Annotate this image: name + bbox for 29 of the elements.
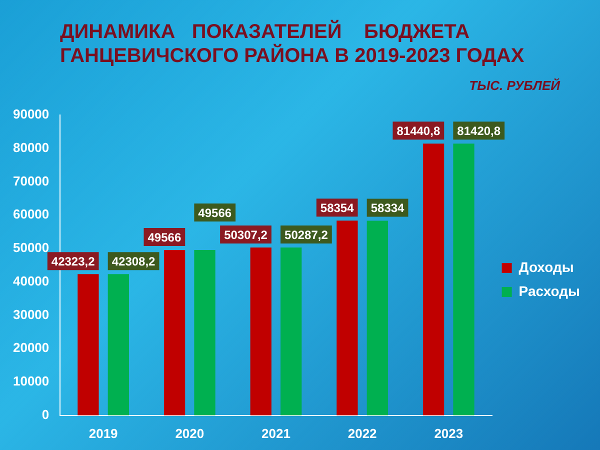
y-tick-label: 70000 [12, 173, 50, 188]
y-tick-label: 50000 [12, 240, 50, 256]
y-tick-label: 30000 [12, 306, 50, 322]
y-tick-label: 0 [42, 406, 50, 422]
x-tick-label: 2020 [175, 426, 204, 441]
y-tick-label: 90000 [12, 106, 50, 122]
data-label: 49566 [148, 230, 182, 244]
legend-label: Доходы [518, 258, 574, 275]
x-tick-label: 2022 [348, 426, 377, 441]
y-tick-label: 20000 [12, 340, 50, 356]
y-tick-label: 10000 [12, 374, 50, 389]
legend-label: Расходы [518, 282, 580, 299]
data-label: 49566 [198, 206, 232, 220]
chart-title: ДИНАМИКА ПОКАЗАТЕЛЕЙ БЮДЖЕТА ГАНЦЕВИЧСКОГО РАЙОНА В 2019-2023 ГОДАХ [60, 20, 526, 68]
x-tick-label: 2023 [434, 426, 464, 441]
data-label: 42308,2 [112, 254, 156, 268]
data-label: 50307,2 [224, 228, 268, 242]
chart-subtitle: ТЫС. РУБЛЕЙ [469, 78, 560, 93]
x-tick-label: 2021 [262, 426, 290, 441]
data-label: 42323,2 [51, 254, 96, 268]
y-tick-label: 40000 [12, 273, 50, 288]
x-tick-label: 2019 [88, 426, 118, 441]
data-label: 50287,2 [284, 228, 328, 242]
data-label: 58334 [370, 201, 405, 216]
data-label: 81440,8 [396, 124, 440, 138]
data-label: 81420,8 [457, 124, 501, 138]
y-tick-label: 80000 [12, 140, 50, 155]
y-tick-label: 60000 [12, 206, 50, 222]
data-label: 58354 [320, 200, 354, 215]
